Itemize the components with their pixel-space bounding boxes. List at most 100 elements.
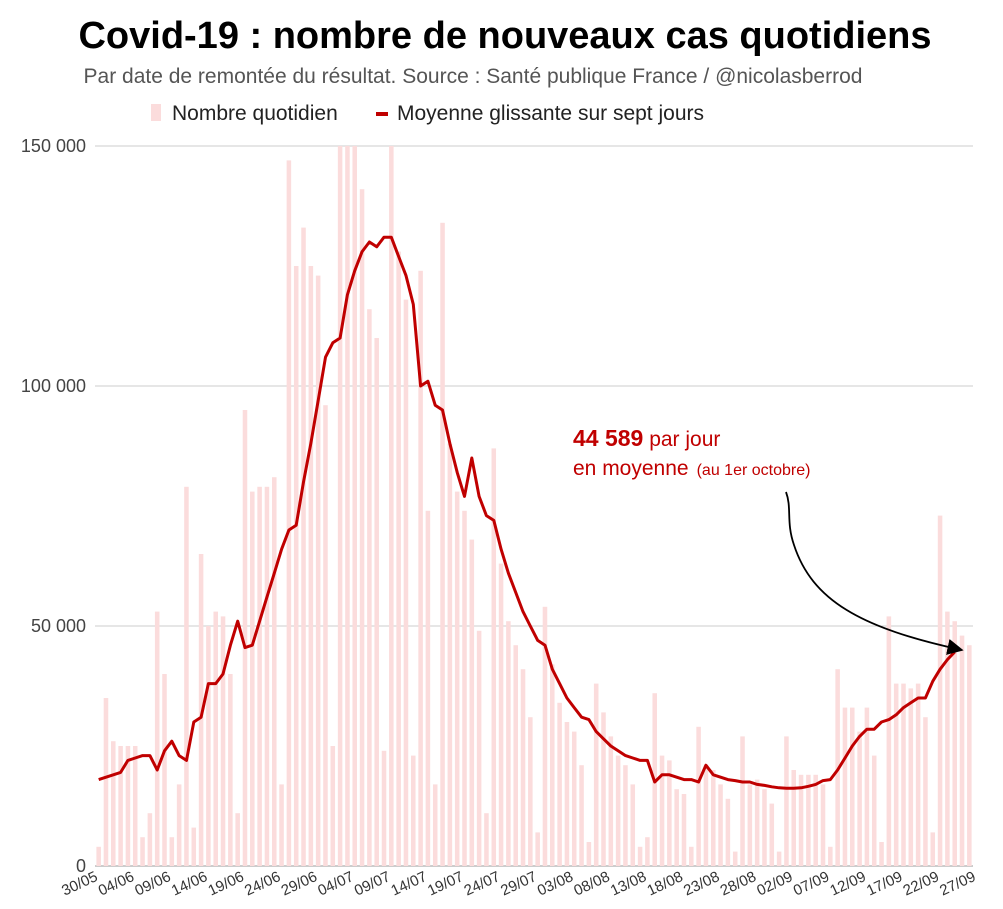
moving-average-line xyxy=(98,235,956,790)
daily-bar xyxy=(147,813,153,866)
daily-bar xyxy=(689,846,694,866)
daily-bar xyxy=(571,731,577,866)
daily-bar xyxy=(959,635,965,866)
x-tick-label: 19/06 xyxy=(205,868,246,899)
daily-bar xyxy=(403,299,409,866)
legend-bars-label: Nombre quotidien xyxy=(172,102,338,125)
daily-bar xyxy=(154,611,160,866)
x-tick-label: 14/07 xyxy=(388,868,429,899)
daily-bar xyxy=(806,774,811,866)
daily-bar xyxy=(725,798,731,866)
daily-bar xyxy=(828,846,833,866)
y-tick-label: 0 xyxy=(76,856,86,876)
x-tick-label: 29/07 xyxy=(498,868,539,899)
daily-bar xyxy=(776,851,782,866)
daily-bar xyxy=(484,813,489,866)
annotation: 44 589 par jour en moyenne (au 1er octobr… xyxy=(573,425,964,655)
x-tick-label: 04/06 xyxy=(96,868,137,899)
x-tick-label: 29/06 xyxy=(279,868,320,899)
daily-bar xyxy=(593,683,599,866)
daily-bar xyxy=(162,674,167,866)
daily-bar xyxy=(381,750,387,866)
daily-bar xyxy=(520,669,526,866)
daily-bar xyxy=(645,837,650,866)
legend: Nombre quotidien Moyenne glissante sur s… xyxy=(151,102,704,125)
daily-bar xyxy=(937,515,943,866)
daily-bar xyxy=(945,611,950,866)
daily-bar xyxy=(820,784,826,866)
x-tick-label: 09/06 xyxy=(132,868,173,899)
daily-bar xyxy=(389,146,394,866)
x-tick-label: 28/08 xyxy=(718,868,759,899)
daily-bar xyxy=(220,616,226,866)
daily-bar xyxy=(623,765,628,866)
annotation-value: 44 589 xyxy=(573,425,643,451)
daily-bar xyxy=(630,784,636,866)
daily-bar xyxy=(557,702,562,866)
legend-bars-swatch xyxy=(151,104,161,121)
chart-subtitle: Par date de remontée du résultat. Source… xyxy=(84,65,863,88)
daily-bar xyxy=(169,837,175,866)
daily-bar xyxy=(740,736,745,866)
daily-bar xyxy=(791,770,797,866)
daily-bar xyxy=(293,266,299,866)
daily-bar xyxy=(915,683,921,866)
daily-bar xyxy=(952,621,957,866)
x-tick-label: 18/08 xyxy=(644,868,685,899)
daily-bar xyxy=(703,765,709,866)
daily-bar xyxy=(886,616,892,866)
daily-bar xyxy=(608,736,614,866)
daily-bar xyxy=(140,837,145,866)
legend-line-swatch xyxy=(376,112,388,116)
daily-bar xyxy=(476,630,482,866)
daily-bar xyxy=(184,486,189,866)
daily-bar xyxy=(359,189,365,866)
daily-bar xyxy=(198,554,204,866)
daily-bar xyxy=(813,774,818,866)
daily-bar xyxy=(213,611,218,866)
gridlines xyxy=(95,145,973,867)
daily-bar xyxy=(440,222,445,866)
daily-bar xyxy=(864,707,870,866)
daily-bar xyxy=(923,717,928,866)
daily-bar xyxy=(769,803,775,866)
x-tick-label: 13/08 xyxy=(608,868,649,899)
daily-bar xyxy=(747,784,753,866)
daily-bar xyxy=(967,645,972,866)
daily-bar xyxy=(710,770,716,866)
daily-bar xyxy=(418,270,423,866)
x-tick-label: 24/07 xyxy=(462,868,503,899)
daily-bar xyxy=(842,707,848,866)
daily-bar xyxy=(337,146,343,866)
annotation-date-note: (au 1er octobre) xyxy=(697,462,811,479)
y-tick-label: 150 000 xyxy=(21,136,86,156)
daily-bar xyxy=(330,746,336,866)
daily-bar xyxy=(930,832,936,866)
daily-bar xyxy=(432,784,438,866)
daily-bar xyxy=(301,227,306,866)
daily-bar xyxy=(542,606,548,866)
daily-bar xyxy=(425,510,431,866)
daily-bar xyxy=(879,842,884,866)
daily-bar xyxy=(345,146,350,866)
daily-bar xyxy=(308,266,314,866)
daily-bar xyxy=(447,443,453,866)
daily-bar xyxy=(454,491,460,866)
daily-bar xyxy=(762,789,767,866)
daily-bar xyxy=(732,851,738,866)
x-axis-tick-labels: 30/0504/0609/0614/0619/0624/0629/0604/07… xyxy=(59,868,978,899)
daily-bar xyxy=(491,448,497,866)
daily-bar xyxy=(579,765,584,866)
daily-bar xyxy=(411,755,416,866)
y-tick-label: 50 000 xyxy=(31,616,86,636)
daily-bar xyxy=(667,760,672,866)
x-tick-label: 09/07 xyxy=(352,868,393,899)
daily-bars xyxy=(96,146,972,866)
daily-bar xyxy=(271,477,277,866)
x-tick-label: 14/06 xyxy=(169,868,210,899)
daily-bar xyxy=(315,275,321,866)
daily-bar xyxy=(908,688,914,866)
daily-bar xyxy=(374,338,379,866)
x-tick-label: 22/09 xyxy=(901,868,942,899)
x-tick-label: 17/09 xyxy=(864,868,905,899)
